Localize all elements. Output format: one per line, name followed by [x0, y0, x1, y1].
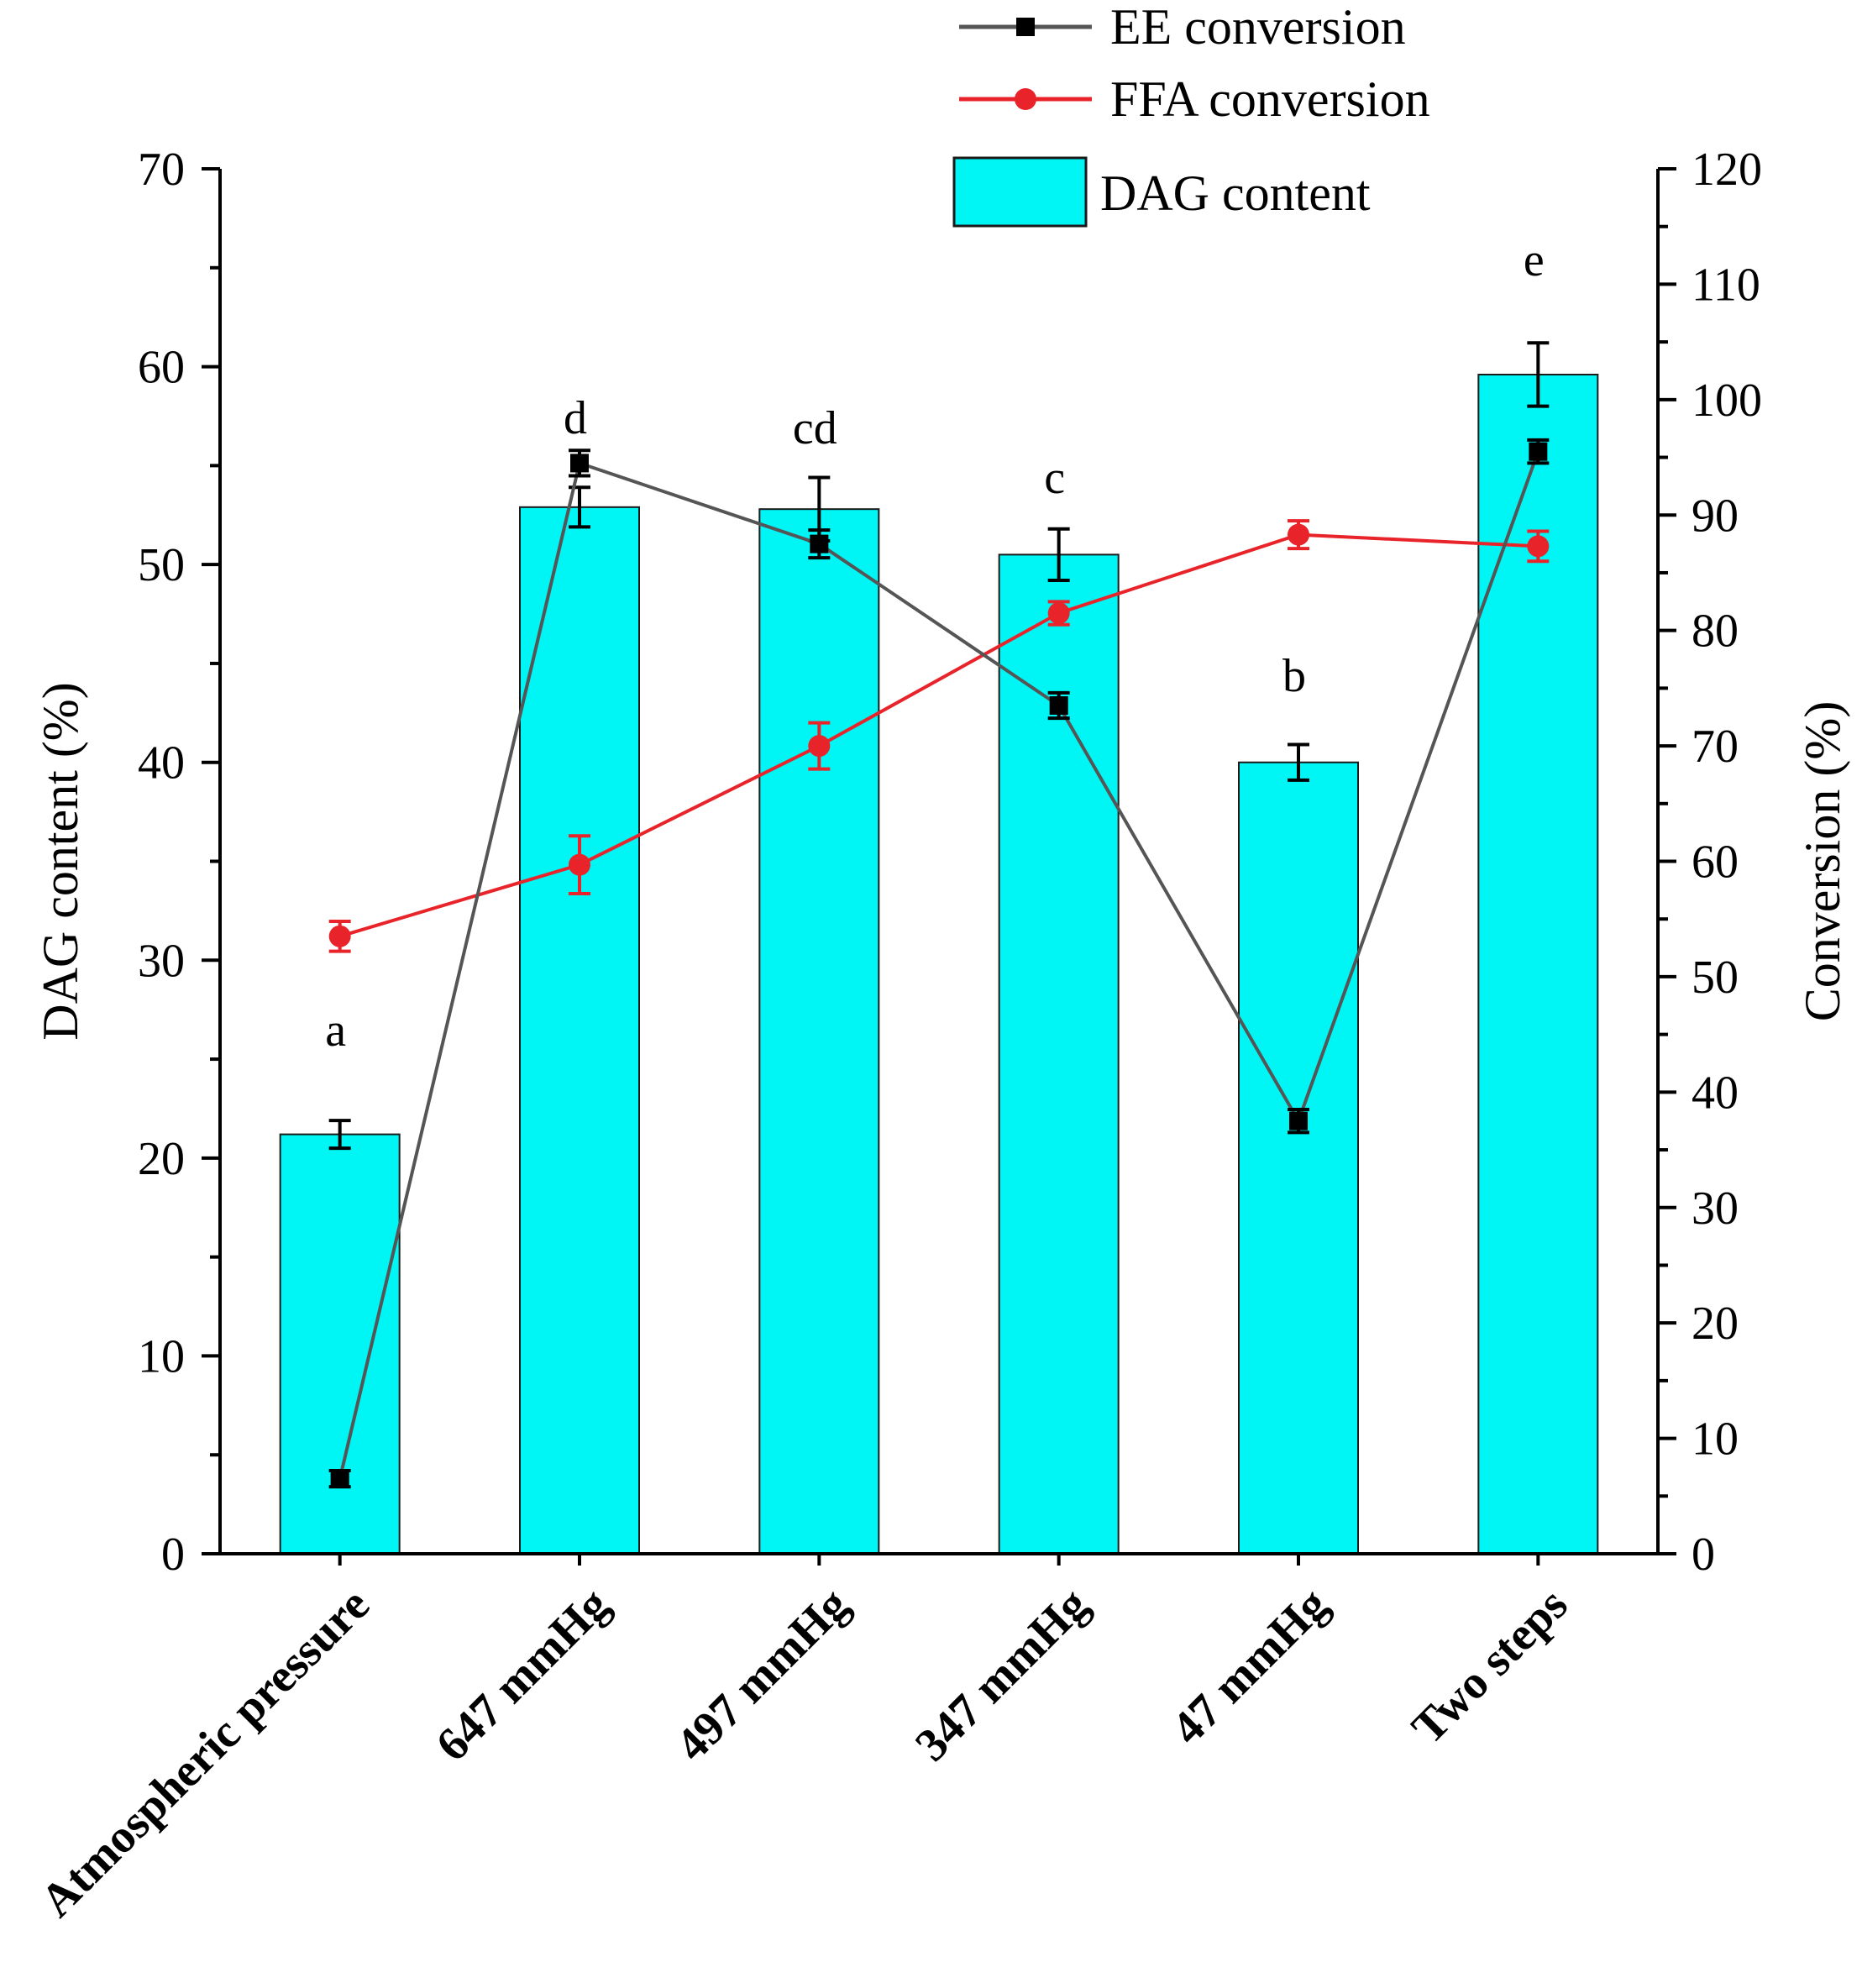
- legend-ee-marker: [1016, 18, 1035, 36]
- x-tick-label-0: Atmospheric pressure: [31, 1578, 380, 1927]
- ffa-point-2: [808, 735, 831, 758]
- right-axis-title: Conversion (%): [1795, 701, 1850, 1022]
- significance-letter-4: b: [1282, 650, 1306, 702]
- left-tick-label-4: 40: [138, 737, 185, 789]
- right-tick-label-11: 110: [1692, 259, 1760, 311]
- x-tick-label-3: 347 mmHg: [905, 1578, 1099, 1771]
- bar-dag-2: [758, 508, 880, 1555]
- right-tick-label-8: 80: [1692, 606, 1739, 658]
- ffa-point-5: [1527, 535, 1550, 558]
- left-tick-label-6: 60: [138, 342, 185, 394]
- significance-letter-5: e: [1524, 234, 1545, 286]
- significance-letter-2: cd: [793, 402, 837, 454]
- right-tick-label-12: 120: [1692, 144, 1762, 196]
- bar-dag-1: [519, 506, 640, 1555]
- ee-point-0: [330, 1469, 349, 1488]
- significance-letter-0: a: [325, 1004, 346, 1057]
- x-tick-label-4: 47 mmHg: [1162, 1578, 1338, 1755]
- right-tick-label-2: 20: [1692, 1298, 1739, 1350]
- ffa-point-4: [1288, 523, 1309, 546]
- right-tick-label-6: 60: [1692, 837, 1739, 889]
- right-tick-label-10: 100: [1692, 375, 1762, 427]
- right-tick-label-0: 0: [1692, 1529, 1715, 1581]
- ee-point-1: [570, 454, 589, 473]
- ee-point-5: [1529, 442, 1548, 461]
- bar-dag-0: [279, 1133, 401, 1555]
- bars-layer: [279, 341, 1599, 1555]
- lines-layer: [328, 438, 1550, 1489]
- bar-dag-5: [1477, 373, 1599, 1555]
- x-tick-label-1: 647 mmHg: [426, 1578, 619, 1771]
- labels-layer: a d cd c b e: [325, 234, 1545, 1057]
- significance-letter-1: d: [564, 392, 587, 444]
- ee-point-4: [1289, 1111, 1308, 1130]
- ffa-point-1: [569, 853, 590, 876]
- bar-dag-4: [1238, 761, 1359, 1555]
- left-tick-label-7: 70: [138, 144, 185, 196]
- ffa-line: [339, 532, 1539, 938]
- right-tick-label-1: 10: [1692, 1414, 1739, 1466]
- legend-dag-swatch: [952, 156, 1088, 228]
- legend-ee-label: EE conversion: [1110, 0, 1406, 55]
- ee-point-2: [810, 534, 829, 553]
- significance-letter-3: c: [1044, 452, 1065, 504]
- left-tick-label-3: 30: [138, 935, 185, 987]
- x-tick-label-5: Two steps: [1402, 1578, 1577, 1754]
- left-tick-label-5: 50: [138, 539, 185, 591]
- right-tick-label-5: 50: [1692, 952, 1739, 1004]
- left-axis-title: DAG content (%): [33, 682, 88, 1041]
- right-tick-label-4: 40: [1692, 1067, 1739, 1119]
- left-tick-label-0: 0: [161, 1529, 185, 1581]
- right-tick-label-7: 70: [1692, 721, 1739, 773]
- legend-ffa-label: FFA conversion: [1110, 71, 1430, 127]
- legend-dag-label: DAG content: [1100, 165, 1371, 221]
- bar-dag-3: [998, 553, 1120, 1555]
- right-tick-label-3: 30: [1692, 1183, 1739, 1235]
- ffa-point-3: [1047, 602, 1070, 625]
- left-tick-label-2: 20: [138, 1133, 185, 1185]
- legend: EE conversion FFA conversion DAG content: [952, 0, 1430, 228]
- ee-point-3: [1049, 695, 1068, 715]
- ee-line: [338, 450, 1540, 1480]
- ffa-point-0: [328, 925, 351, 947]
- right-tick-label-9: 90: [1692, 490, 1739, 542]
- x-tick-label-2: 497 mmHg: [666, 1578, 859, 1771]
- left-tick-label-1: 10: [138, 1330, 185, 1382]
- legend-ffa-marker: [1015, 88, 1036, 110]
